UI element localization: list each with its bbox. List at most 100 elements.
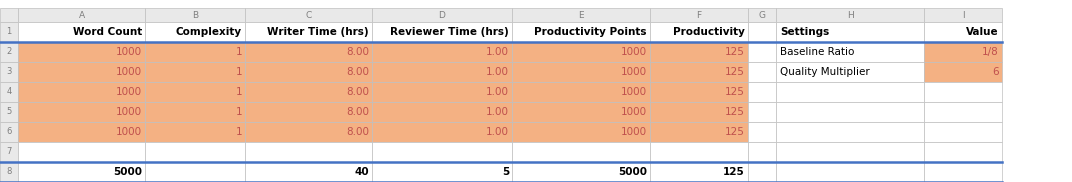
Bar xyxy=(0,82,18,102)
Bar xyxy=(372,22,512,42)
Bar xyxy=(18,62,145,82)
Bar xyxy=(512,82,650,102)
Bar xyxy=(924,122,1002,142)
Bar xyxy=(748,82,776,102)
Text: 1.00: 1.00 xyxy=(486,67,509,77)
Text: 125: 125 xyxy=(724,167,745,177)
Bar xyxy=(924,162,1002,182)
Text: 1000: 1000 xyxy=(116,107,142,117)
Bar xyxy=(145,62,245,82)
Text: 1/8: 1/8 xyxy=(982,47,999,57)
Bar xyxy=(748,8,776,22)
Bar xyxy=(145,142,245,162)
Text: 8: 8 xyxy=(6,167,12,177)
Bar xyxy=(776,22,924,42)
Text: 6: 6 xyxy=(993,67,999,77)
Bar xyxy=(0,102,18,122)
Text: Productivity Points: Productivity Points xyxy=(535,27,647,37)
Bar xyxy=(145,162,245,182)
Text: B: B xyxy=(192,11,198,19)
Text: A: A xyxy=(78,11,85,19)
Text: 2: 2 xyxy=(6,48,12,56)
Bar xyxy=(0,142,18,162)
Text: 3: 3 xyxy=(6,68,12,76)
Bar xyxy=(372,122,512,142)
Bar xyxy=(748,162,776,182)
Text: 5000: 5000 xyxy=(113,167,142,177)
Text: 1: 1 xyxy=(236,87,242,97)
Text: 125: 125 xyxy=(725,67,745,77)
Text: 1: 1 xyxy=(236,67,242,77)
Bar xyxy=(245,82,372,102)
Bar xyxy=(245,8,372,22)
Bar xyxy=(18,42,145,62)
Bar xyxy=(650,62,748,82)
Bar xyxy=(776,142,924,162)
Bar xyxy=(650,82,748,102)
Bar xyxy=(245,162,372,182)
Text: 8.00: 8.00 xyxy=(346,47,369,57)
Text: 1000: 1000 xyxy=(116,127,142,137)
Text: 1000: 1000 xyxy=(621,87,647,97)
Bar xyxy=(245,122,372,142)
Text: 4: 4 xyxy=(6,88,12,96)
Bar xyxy=(776,42,924,62)
Text: 1000: 1000 xyxy=(116,47,142,57)
Text: 125: 125 xyxy=(725,127,745,137)
Bar xyxy=(372,8,512,22)
Text: Reviewer Time (hrs): Reviewer Time (hrs) xyxy=(390,27,509,37)
Text: 8.00: 8.00 xyxy=(346,107,369,117)
Bar xyxy=(372,102,512,122)
Text: E: E xyxy=(578,11,584,19)
Text: Writer Time (hrs): Writer Time (hrs) xyxy=(267,27,369,37)
Bar xyxy=(748,122,776,142)
Bar xyxy=(145,102,245,122)
Bar xyxy=(145,8,245,22)
Text: Productivity: Productivity xyxy=(673,27,745,37)
Bar xyxy=(0,42,18,62)
Text: 5000: 5000 xyxy=(617,167,647,177)
Bar xyxy=(18,22,145,42)
Bar xyxy=(924,8,1002,22)
Bar xyxy=(245,42,372,62)
Bar xyxy=(0,8,18,22)
Bar xyxy=(145,42,245,62)
Bar xyxy=(372,162,512,182)
Text: Complexity: Complexity xyxy=(176,27,242,37)
Text: Quality Multiplier: Quality Multiplier xyxy=(780,67,869,77)
Bar xyxy=(372,62,512,82)
Bar xyxy=(512,62,650,82)
Bar xyxy=(512,22,650,42)
Text: 1000: 1000 xyxy=(621,127,647,137)
Text: G: G xyxy=(759,11,765,19)
Text: D: D xyxy=(438,11,446,19)
Text: 7: 7 xyxy=(6,147,12,157)
Bar xyxy=(924,82,1002,102)
Text: 1.00: 1.00 xyxy=(486,127,509,137)
Bar xyxy=(245,142,372,162)
Bar xyxy=(0,122,18,142)
Text: 125: 125 xyxy=(725,87,745,97)
Bar xyxy=(0,162,18,182)
Text: 5: 5 xyxy=(502,167,509,177)
Bar xyxy=(776,8,924,22)
Text: H: H xyxy=(847,11,853,19)
Text: 1: 1 xyxy=(236,127,242,137)
Bar xyxy=(512,122,650,142)
Bar xyxy=(748,142,776,162)
Bar xyxy=(650,102,748,122)
Text: 8.00: 8.00 xyxy=(346,67,369,77)
Bar xyxy=(512,142,650,162)
Bar xyxy=(748,102,776,122)
Bar xyxy=(18,82,145,102)
Text: Baseline Ratio: Baseline Ratio xyxy=(780,47,854,57)
Bar xyxy=(18,162,145,182)
Bar xyxy=(0,62,18,82)
Bar xyxy=(748,22,776,42)
Text: 125: 125 xyxy=(725,47,745,57)
Bar xyxy=(18,8,145,22)
Bar xyxy=(245,102,372,122)
Bar xyxy=(776,102,924,122)
Text: Settings: Settings xyxy=(780,27,830,37)
Bar xyxy=(924,142,1002,162)
